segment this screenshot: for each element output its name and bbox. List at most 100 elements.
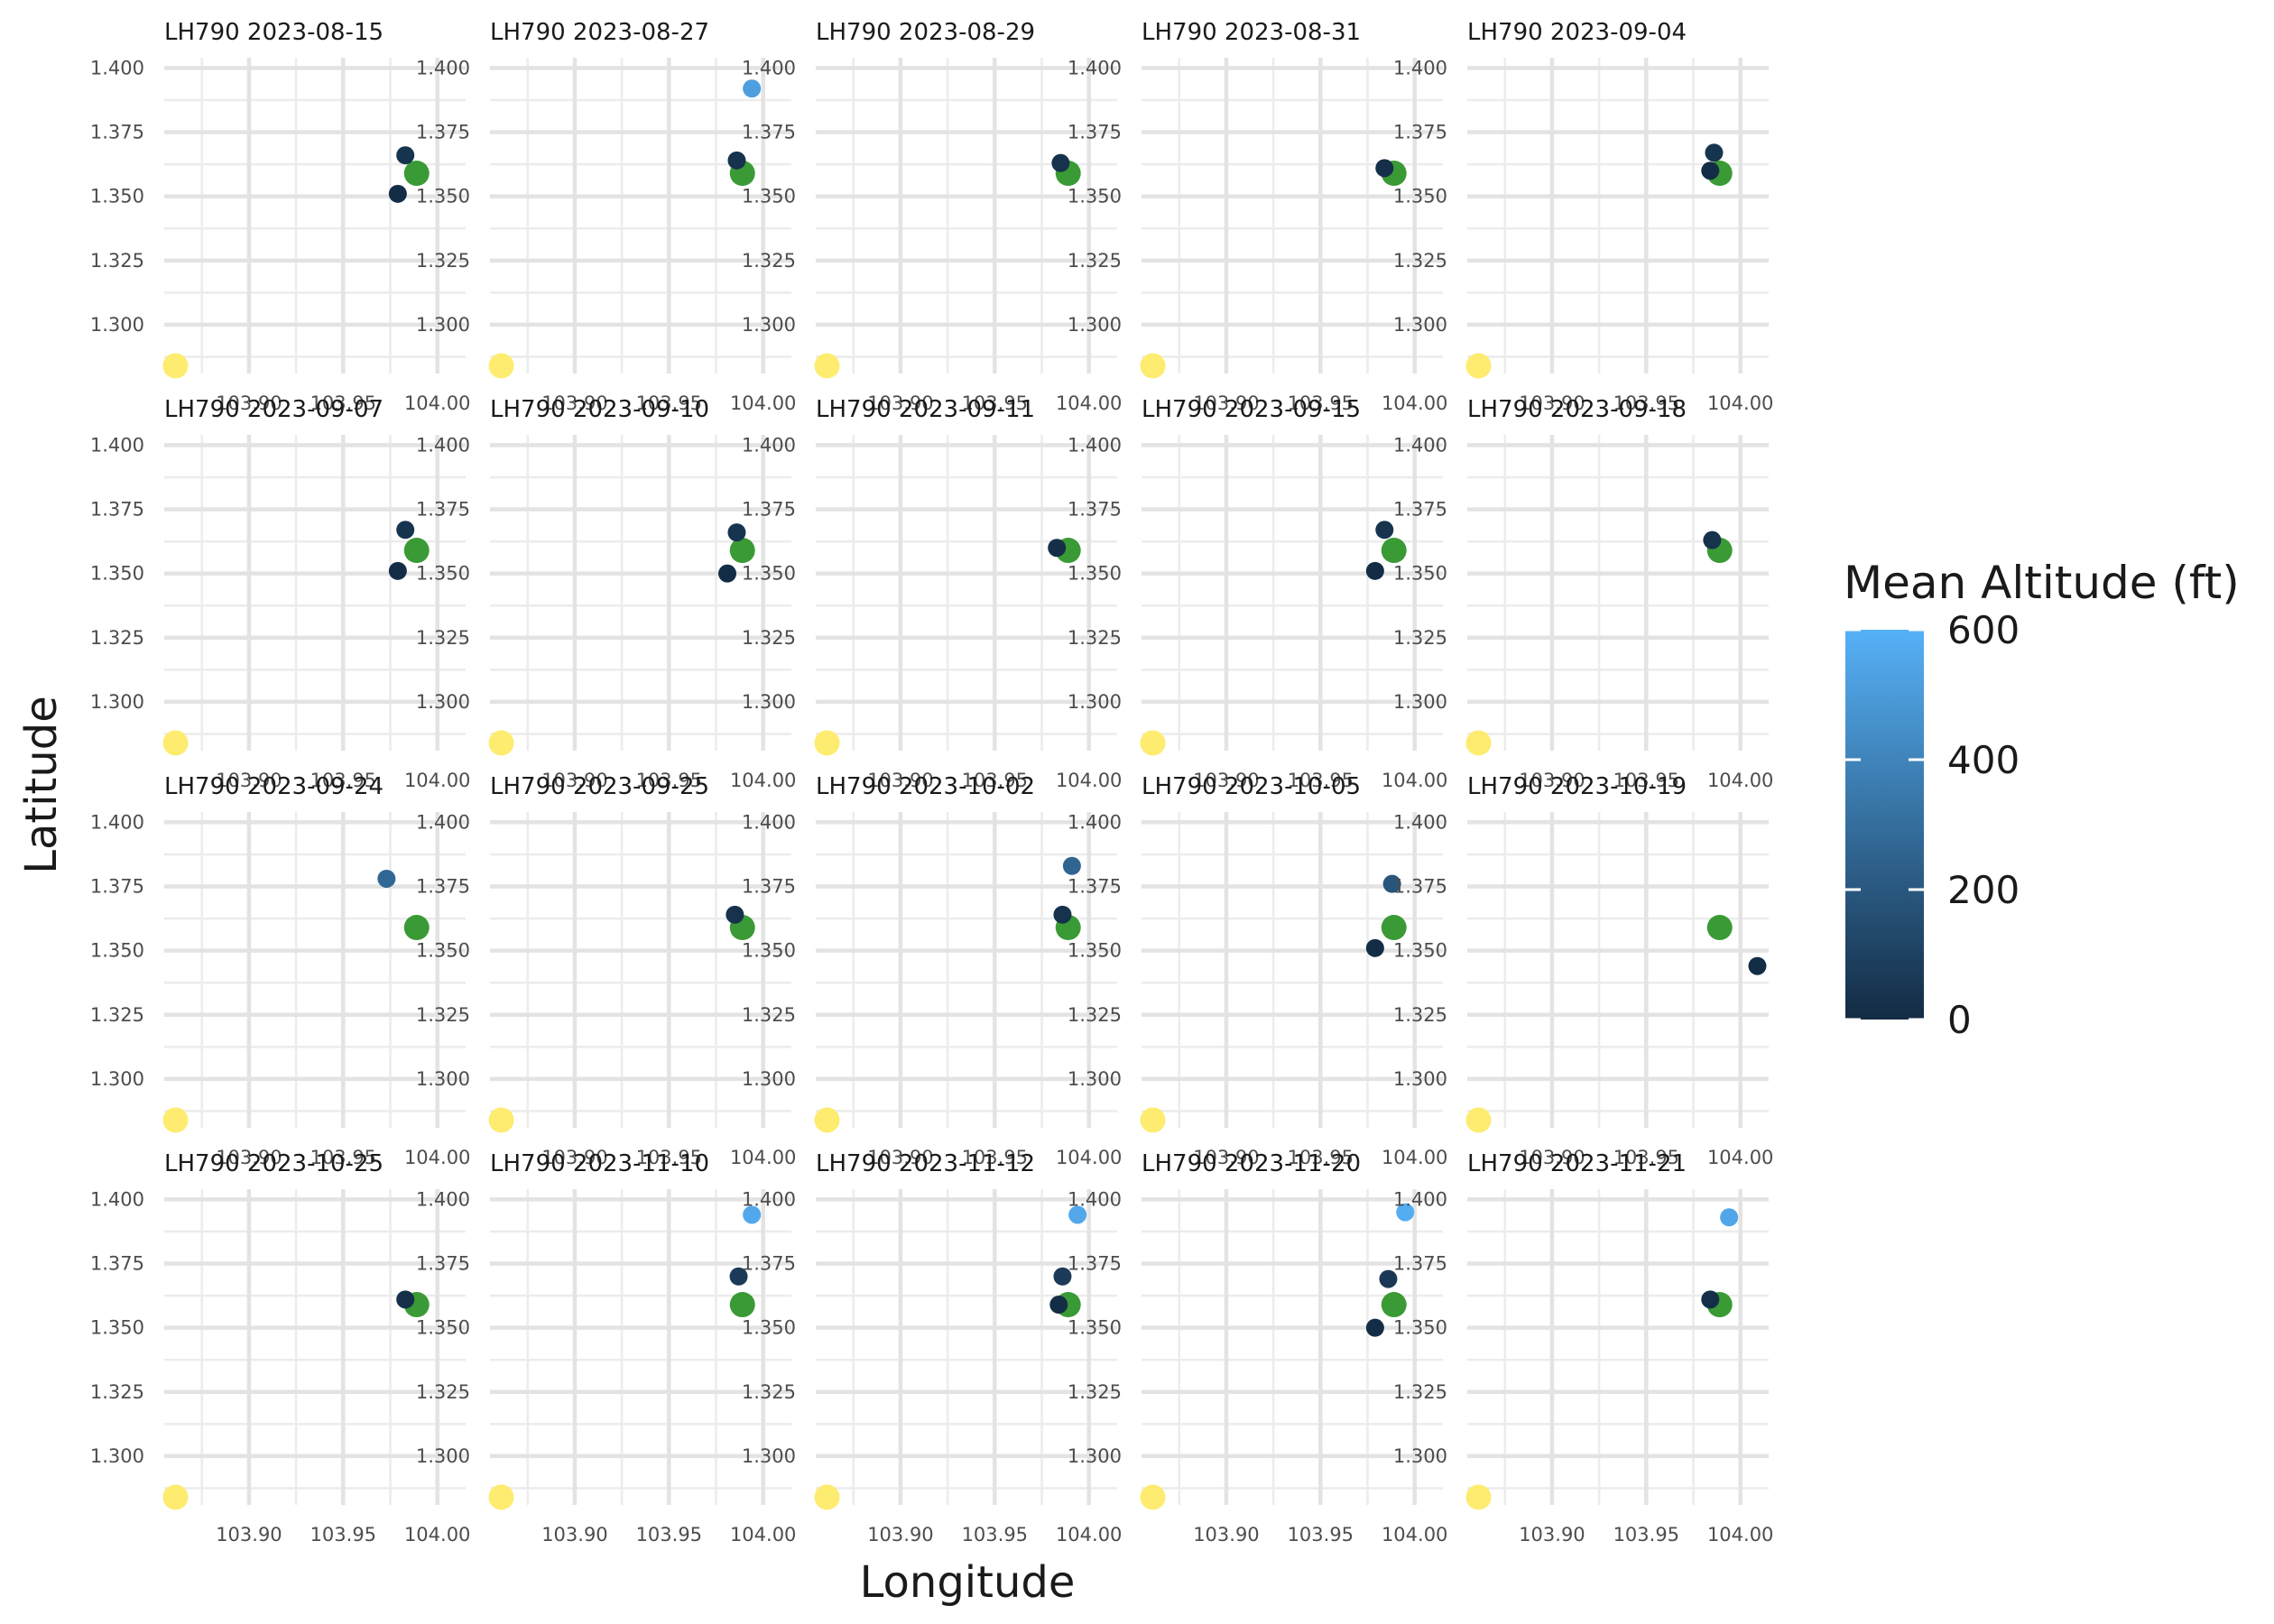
y-tick-label: 1.300 <box>90 1445 144 1467</box>
reference-point <box>729 538 755 564</box>
y-tick-label: 1.375 <box>1068 499 1122 521</box>
y-tick-label: 1.325 <box>1068 1381 1122 1403</box>
y-tick-label: 1.400 <box>1393 1188 1447 1210</box>
y-tick-label: 1.300 <box>1393 1445 1447 1467</box>
x-tick-label: 103.95 <box>310 392 376 414</box>
x-tick-label: 104.00 <box>730 1524 796 1546</box>
x-tick-label: 103.95 <box>636 392 702 414</box>
altitude-point <box>1382 874 1401 893</box>
x-tick-label: 104.00 <box>1056 1524 1122 1546</box>
facet-panel: LH790 2023-11-12 1.300 1.325 1.350 1.375 1.40… <box>742 1150 1123 1546</box>
altitude-point <box>1701 1290 1720 1309</box>
x-tick-label: 103.90 <box>1519 1524 1585 1546</box>
y-tick-label: 1.400 <box>742 57 796 78</box>
x-tick-label: 104.00 <box>1056 1147 1122 1168</box>
y-tick-label: 1.350 <box>1068 563 1122 585</box>
legend-title: Mean Altitude (ft) <box>1844 557 2240 609</box>
y-tick-label: 1.300 <box>742 314 796 336</box>
legend-tick-label: 400 <box>1947 738 2020 782</box>
y-tick-label: 1.350 <box>90 940 144 962</box>
y-tick-label: 1.400 <box>1068 811 1122 833</box>
y-tick-label: 1.400 <box>1393 811 1447 833</box>
panel-title: LH790 2023-09-11 <box>816 396 1035 423</box>
reference-point <box>1465 1107 1492 1133</box>
x-tick-label: 104.00 <box>1707 392 1773 414</box>
x-tick-label: 103.90 <box>541 392 607 414</box>
facet-panel: LH790 2023-10-05 1.300 1.325 1.350 1.375 1.40… <box>1068 773 1448 1168</box>
x-tick-label: 103.90 <box>1519 392 1585 414</box>
panel-title: LH790 2023-09-24 <box>164 773 384 800</box>
y-tick-label: 1.300 <box>1068 1445 1122 1467</box>
altitude-point <box>1049 1296 1068 1315</box>
y-tick-label: 1.350 <box>742 1317 796 1339</box>
y-tick-label: 1.350 <box>90 563 144 585</box>
altitude-point <box>718 564 737 583</box>
y-tick-label: 1.375 <box>1393 499 1447 521</box>
altitude-point <box>1365 561 1384 580</box>
reference-point <box>1465 730 1492 756</box>
panel-title: LH790 2023-09-15 <box>1142 396 1361 423</box>
legend-tick-label: 0 <box>1947 998 1972 1042</box>
y-tick-label: 1.350 <box>742 563 796 585</box>
y-tick-label: 1.300 <box>90 691 144 713</box>
reference-point <box>162 730 189 756</box>
x-tick-label: 104.00 <box>404 770 470 791</box>
y-tick-label: 1.325 <box>416 1004 470 1026</box>
reference-point <box>403 915 430 941</box>
x-tick-label: 103.90 <box>1193 1524 1259 1546</box>
y-tick-label: 1.300 <box>1068 1068 1122 1090</box>
y-tick-label: 1.300 <box>416 314 470 336</box>
y-tick-label: 1.375 <box>742 122 796 143</box>
y-tick-label: 1.325 <box>416 1381 470 1403</box>
facet-panel: LH790 2023-10-25 1.300 1.325 1.350 1.375 1.40… <box>90 1150 471 1546</box>
reference-point <box>1381 538 1407 564</box>
facet-panel: LH790 2023-09-24 1.300 1.325 1.350 1.375 1.40… <box>90 773 471 1168</box>
facet-panel: LH790 2023-11-21 1.300 1.325 1.350 1.375 1.40… <box>1393 1150 1774 1546</box>
altitude-point <box>1365 938 1384 957</box>
legend-tick-label: 600 <box>1947 608 2020 652</box>
x-tick-label: 103.95 <box>1288 770 1354 791</box>
panel-title: LH790 2023-11-20 <box>1142 1150 1361 1177</box>
y-tick-label: 1.325 <box>742 1381 796 1403</box>
facet-panel: LH790 2023-09-07 1.300 1.325 1.350 1.375 1.40… <box>90 396 471 791</box>
facet-panel: LH790 2023-08-27 1.300 1.325 1.350 1.375 1.40… <box>416 19 797 414</box>
altitude-point <box>1703 531 1722 549</box>
x-tick-label: 103.95 <box>1288 1524 1354 1546</box>
facet-panel: LH790 2023-08-31 1.300 1.325 1.350 1.375 1.40… <box>1068 19 1448 414</box>
x-tick-label: 103.95 <box>310 770 376 791</box>
altitude-point <box>1396 1203 1415 1222</box>
panel-title: LH790 2023-08-27 <box>490 19 709 46</box>
altitude-point <box>1053 1267 1072 1286</box>
reference-point <box>1381 1292 1407 1318</box>
panel-title: LH790 2023-11-10 <box>490 1150 709 1177</box>
x-tick-label: 103.90 <box>867 770 933 791</box>
altitude-point <box>396 521 415 540</box>
x-tick-label: 103.95 <box>1288 1147 1354 1168</box>
panel-title: LH790 2023-08-29 <box>816 19 1035 46</box>
y-tick-label: 1.375 <box>742 499 796 521</box>
reference-point <box>488 1107 514 1133</box>
panel-title: LH790 2023-08-31 <box>1142 19 1361 46</box>
x-tick-label: 103.90 <box>216 770 282 791</box>
reference-point <box>403 538 430 564</box>
panel-title: LH790 2023-10-05 <box>1142 773 1361 800</box>
x-tick-label: 103.95 <box>1613 1524 1679 1546</box>
x-tick-label: 104.00 <box>1707 1147 1773 1168</box>
x-tick-label: 104.00 <box>730 1147 796 1168</box>
x-tick-label: 104.00 <box>1707 770 1773 791</box>
y-axis-title: Latitude <box>16 696 67 874</box>
altitude-point <box>726 905 744 924</box>
y-tick-label: 1.350 <box>742 940 796 962</box>
y-tick-label: 1.325 <box>1393 1381 1447 1403</box>
y-tick-label: 1.350 <box>416 940 470 962</box>
y-tick-label: 1.350 <box>1068 186 1122 208</box>
reference-point <box>488 730 514 756</box>
altitude-point <box>396 146 415 165</box>
y-tick-label: 1.350 <box>416 1317 470 1339</box>
y-tick-label: 1.300 <box>742 1445 796 1467</box>
x-tick-label: 104.00 <box>404 1524 470 1546</box>
x-tick-label: 103.90 <box>216 1147 282 1168</box>
y-tick-label: 1.400 <box>416 811 470 833</box>
y-tick-label: 1.325 <box>742 627 796 649</box>
